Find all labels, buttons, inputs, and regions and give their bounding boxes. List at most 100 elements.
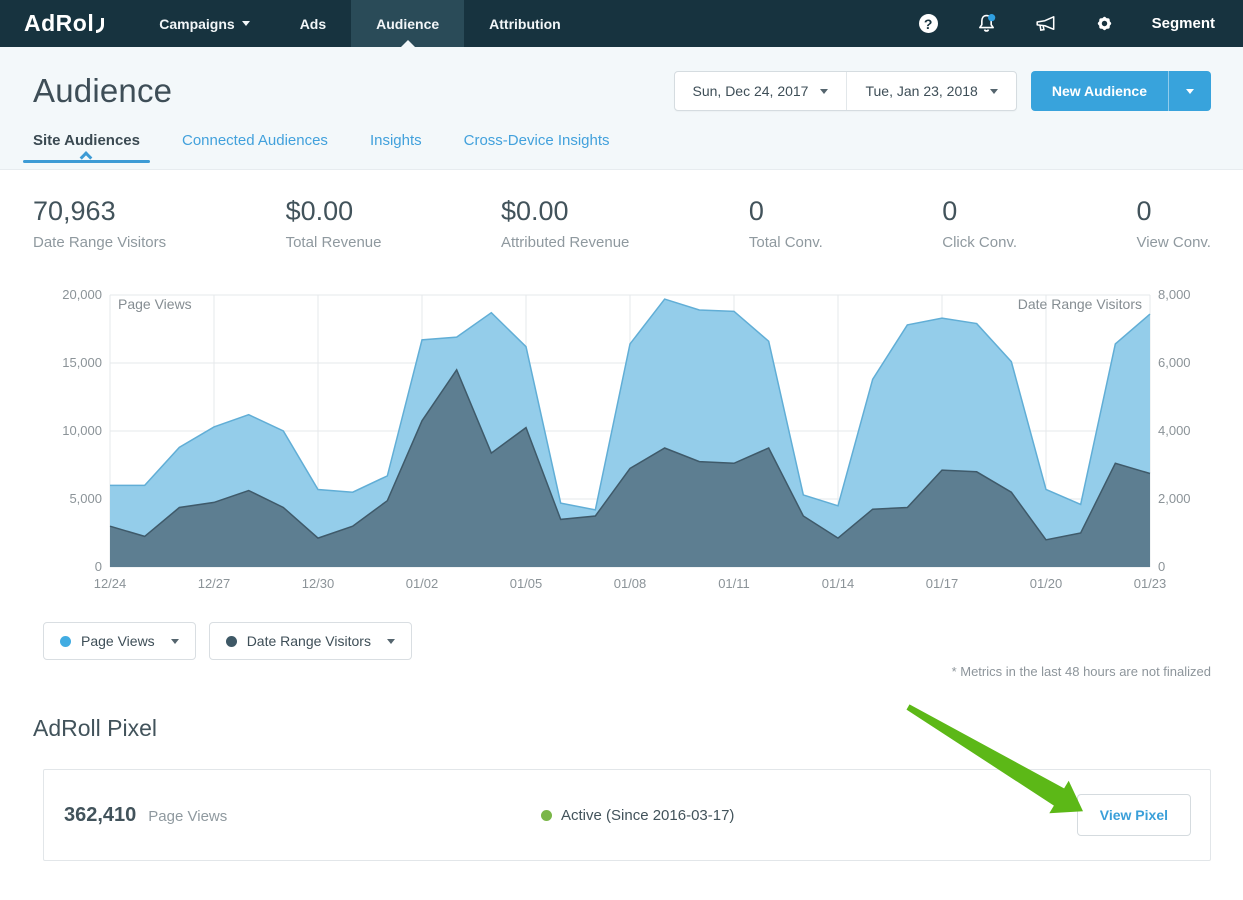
- megaphone-icon[interactable]: [1035, 15, 1057, 33]
- stat-label: Total Conv.: [749, 234, 823, 251]
- account-menu[interactable]: Segment: [1152, 15, 1215, 32]
- tab-insights[interactable]: Insights: [370, 132, 422, 163]
- x-axis-tick: 01/14: [822, 576, 855, 591]
- nav-items: Campaigns Ads Audience Attribution: [134, 0, 585, 47]
- status-dot-icon: [541, 810, 552, 821]
- right-axis-tick: 0: [1158, 559, 1165, 574]
- top-nav: AdRol Campaigns Ads Audience Attribution…: [0, 0, 1243, 47]
- left-axis-tick: 15,000: [62, 355, 102, 370]
- gear-icon[interactable]: [1095, 14, 1114, 33]
- end-date-value: Tue, Jan 23, 2018: [865, 83, 977, 99]
- stat-total-revenue: $0.00 Total Revenue: [286, 196, 382, 251]
- pixel-status-text: Active (Since 2016-03-17): [561, 807, 734, 824]
- bell-icon[interactable]: [976, 13, 997, 34]
- left-axis-tick: 10,000: [62, 423, 102, 438]
- left-axis-title: Page Views: [118, 296, 192, 312]
- stat-label: Click Conv.: [942, 234, 1017, 251]
- start-date-dropdown[interactable]: Sun, Dec 24, 2017: [675, 72, 847, 110]
- stat-label: Attributed Revenue: [501, 234, 629, 251]
- x-axis-tick: 01/08: [614, 576, 647, 591]
- legend-label: Date Range Visitors: [247, 633, 371, 649]
- x-axis-tick: 01/17: [926, 576, 959, 591]
- legend-label: Page Views: [81, 633, 155, 649]
- summary-stats: 70,963 Date Range Visitors $0.00 Total R…: [0, 170, 1243, 251]
- pixel-page-views-label: Page Views: [148, 808, 227, 825]
- adroll-logo-hook-icon: [96, 18, 104, 33]
- x-axis-tick: 01/11: [718, 576, 750, 591]
- pixel-status: Active (Since 2016-03-17): [541, 807, 734, 824]
- tab-connected-audiences[interactable]: Connected Audiences: [182, 132, 328, 163]
- notification-dot: [988, 14, 995, 21]
- stat-view-conv: 0 View Conv.: [1136, 196, 1210, 251]
- nav-item-label: Ads: [300, 16, 326, 32]
- stat-value: 0: [749, 196, 823, 227]
- chevron-down-icon: [820, 89, 828, 94]
- nav-item-audience[interactable]: Audience: [351, 0, 464, 47]
- left-axis-tick: 20,000: [62, 287, 102, 302]
- tab-cross-device-insights[interactable]: Cross-Device Insights: [464, 132, 610, 163]
- view-pixel-button[interactable]: View Pixel: [1077, 794, 1191, 836]
- stat-label: Date Range Visitors: [33, 234, 166, 251]
- nav-item-label: Attribution: [489, 16, 561, 32]
- x-axis-tick: 12/30: [302, 576, 335, 591]
- chevron-down-icon: [171, 639, 179, 644]
- page-views-dot-icon: [60, 636, 71, 647]
- nav-item-campaigns[interactable]: Campaigns: [134, 0, 274, 47]
- stat-click-conv: 0 Click Conv.: [942, 196, 1017, 251]
- right-axis-tick: 8,000: [1158, 287, 1191, 302]
- left-axis-tick: 0: [95, 559, 102, 574]
- chevron-down-icon: [990, 89, 998, 94]
- tab-label: Site Audiences: [33, 132, 140, 149]
- page-header: Audience Sun, Dec 24, 2017 Tue, Jan 23, …: [0, 47, 1243, 170]
- pixel-page-views: 362,410 Page Views: [64, 804, 541, 827]
- date-range-visitors-dot-icon: [226, 636, 237, 647]
- x-axis-tick: 12/27: [198, 576, 231, 591]
- new-audience-caret-button[interactable]: [1168, 71, 1211, 111]
- right-axis-tick: 2,000: [1158, 491, 1191, 506]
- legend-dropdown-page-views[interactable]: Page Views: [43, 622, 196, 660]
- pixel-page-views-value: 362,410: [64, 804, 136, 827]
- active-tab-notch: [80, 151, 93, 164]
- new-audience-split-button: New Audience: [1031, 71, 1211, 111]
- stat-value: $0.00: [501, 196, 629, 227]
- traffic-chart-section: 05,00010,00015,00020,00002,0004,0006,000…: [0, 285, 1243, 602]
- nav-item-label: Campaigns: [159, 16, 234, 32]
- chevron-down-icon: [1186, 89, 1194, 94]
- chart-legend: Page Views Date Range Visitors: [43, 622, 1243, 660]
- date-range-picker: Sun, Dec 24, 2017 Tue, Jan 23, 2018: [674, 71, 1017, 111]
- pixel-card: 362,410 Page Views Active (Since 2016-03…: [43, 769, 1211, 861]
- stat-label: View Conv.: [1136, 234, 1210, 251]
- adroll-logo[interactable]: AdRol: [0, 0, 134, 47]
- x-axis-tick: 01/05: [510, 576, 543, 591]
- help-icon[interactable]: ?: [919, 14, 938, 33]
- stat-attributed-revenue: $0.00 Attributed Revenue: [501, 196, 629, 251]
- adroll-logo-text: AdRol: [24, 10, 94, 37]
- x-axis-tick: 01/23: [1134, 576, 1167, 591]
- stat-value: 70,963: [33, 196, 166, 227]
- tab-site-audiences[interactable]: Site Audiences: [33, 132, 140, 163]
- stat-total-conv: 0 Total Conv.: [749, 196, 823, 251]
- nav-item-ads[interactable]: Ads: [275, 0, 351, 47]
- x-axis-tick: 01/02: [406, 576, 439, 591]
- x-axis-tick: 12/24: [94, 576, 127, 591]
- stat-value: $0.00: [286, 196, 382, 227]
- nav-right: ? Segment: [919, 0, 1243, 47]
- nav-item-label: Audience: [376, 16, 439, 32]
- chevron-down-icon: [242, 21, 250, 26]
- traffic-chart: 05,00010,00015,00020,00002,0004,0006,000…: [0, 285, 1243, 597]
- page-title: Audience: [33, 72, 172, 110]
- metrics-footnote: * Metrics in the last 48 hours are not f…: [0, 664, 1243, 679]
- right-axis-title: Date Range Visitors: [1018, 296, 1142, 312]
- pixel-section-title: AdRoll Pixel: [33, 715, 1243, 742]
- right-axis-tick: 4,000: [1158, 423, 1191, 438]
- new-audience-button[interactable]: New Audience: [1031, 71, 1168, 111]
- x-axis-tick: 01/20: [1030, 576, 1063, 591]
- end-date-dropdown[interactable]: Tue, Jan 23, 2018: [846, 72, 1015, 110]
- start-date-value: Sun, Dec 24, 2017: [693, 83, 809, 99]
- nav-item-attribution[interactable]: Attribution: [464, 0, 586, 47]
- audience-tabs: Site Audiences Connected Audiences Insig…: [33, 132, 1211, 163]
- right-axis-tick: 6,000: [1158, 355, 1191, 370]
- chevron-down-icon: [387, 639, 395, 644]
- stat-value: 0: [1136, 196, 1210, 227]
- legend-dropdown-date-range-visitors[interactable]: Date Range Visitors: [209, 622, 412, 660]
